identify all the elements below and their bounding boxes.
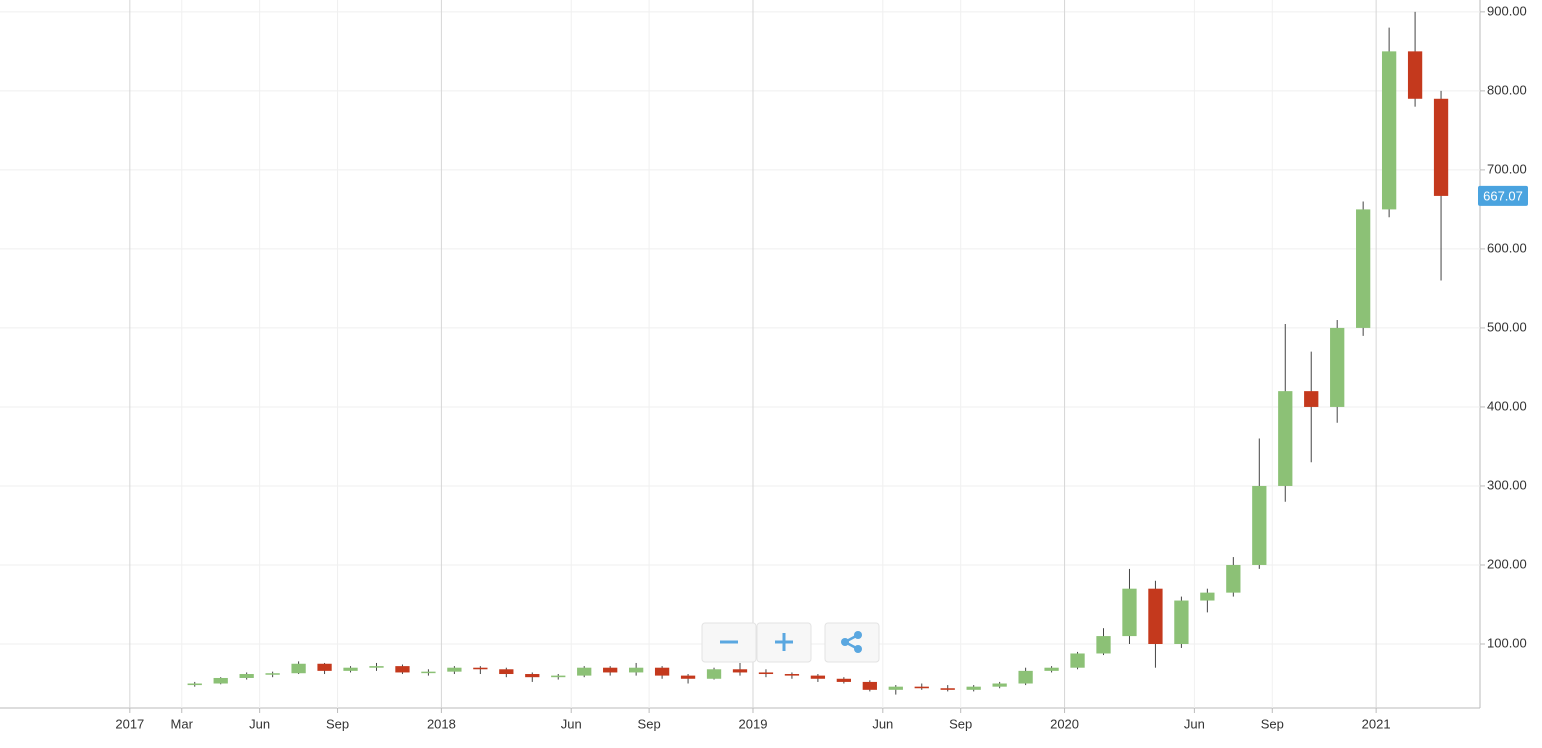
x-tick-label: Sep — [638, 716, 661, 731]
candle-body — [706, 669, 722, 679]
candle-body — [291, 663, 306, 674]
candle-body — [654, 667, 670, 676]
candle-body — [1433, 98, 1449, 196]
candle-body — [369, 666, 384, 668]
candle-body — [1148, 588, 1163, 644]
candle-body — [1278, 391, 1293, 486]
candle-body — [1407, 51, 1423, 99]
candle-body — [1070, 653, 1085, 668]
y-tick-label: 300.00 — [1487, 477, 1527, 492]
zoom-in-button[interactable] — [756, 622, 812, 663]
candle-body — [421, 671, 436, 674]
candle-body — [1200, 592, 1215, 601]
x-tick-label: Mar — [171, 716, 194, 731]
candle-body — [966, 686, 981, 690]
candle-body — [265, 673, 280, 675]
x-tick-label: Jun — [249, 716, 270, 731]
candle-body — [551, 675, 566, 678]
candle-body — [680, 675, 696, 679]
x-tick-label: Sep — [1261, 716, 1284, 731]
candle-body — [758, 672, 774, 675]
x-tick-label: 2017 — [115, 716, 144, 731]
candle-body — [1174, 600, 1189, 644]
y-tick-label: 500.00 — [1487, 319, 1527, 334]
candle-body — [1044, 667, 1059, 671]
candle-body — [213, 677, 228, 684]
candle-body — [525, 674, 540, 678]
y-tick-label: 900.00 — [1487, 3, 1527, 18]
x-tick-label: Jun — [872, 716, 893, 731]
share-button[interactable] — [824, 622, 880, 663]
x-tick-label: Sep — [326, 716, 349, 731]
y-tick-label: 400.00 — [1487, 398, 1527, 413]
y-tick-label: 700.00 — [1487, 161, 1527, 176]
x-tick-label: Jun — [561, 716, 582, 731]
candle-body — [395, 666, 410, 673]
candle-body — [1330, 327, 1345, 407]
candle-body — [317, 663, 332, 671]
x-tick-label: Jun — [1184, 716, 1205, 731]
x-tick-label: Sep — [949, 716, 972, 731]
candle-body — [1356, 209, 1371, 328]
y-tick-label: 100.00 — [1487, 635, 1527, 650]
candle-body — [1304, 391, 1319, 407]
x-tick-label: 2020 — [1050, 716, 1079, 731]
candle-body — [447, 667, 462, 672]
candle-body — [914, 686, 929, 689]
y-tick-label: 800.00 — [1487, 82, 1527, 97]
zoom-out-button[interactable] — [701, 622, 757, 663]
candle-body — [1018, 670, 1033, 684]
candle-body — [784, 674, 800, 676]
candle-body — [836, 678, 851, 682]
candle-body — [1096, 636, 1111, 654]
candle-body — [940, 688, 955, 690]
candle-body — [499, 669, 514, 675]
candle-body — [1381, 51, 1397, 210]
y-tick-label: 600.00 — [1487, 240, 1527, 255]
candle-body — [603, 667, 618, 673]
candle-body — [732, 669, 748, 673]
last-price-label: 667.07 — [1483, 188, 1523, 203]
candle-body — [187, 683, 202, 686]
candle-body — [629, 667, 644, 673]
plot: 100.00 200.00 300.00 400.00 500.00 600.00 700.… — [0, 0, 1527, 731]
candle-body — [1226, 564, 1241, 593]
candle-body — [810, 675, 826, 679]
candle-body — [1252, 485, 1267, 565]
candle-body — [1122, 588, 1137, 637]
x-tick-label: 2019 — [739, 716, 768, 731]
candle-body — [862, 681, 877, 690]
x-tick-label: 2018 — [427, 716, 456, 731]
candle-body — [577, 667, 592, 676]
candle-body — [473, 667, 488, 670]
candle-body — [239, 674, 254, 678]
last-price-tag — [1478, 185, 1528, 206]
y-tick-label: 200.00 — [1487, 556, 1527, 571]
candle-body — [888, 686, 903, 690]
x-tick-label: 2021 — [1362, 716, 1391, 731]
candle-body — [992, 683, 1007, 687]
candle-body — [343, 667, 358, 671]
